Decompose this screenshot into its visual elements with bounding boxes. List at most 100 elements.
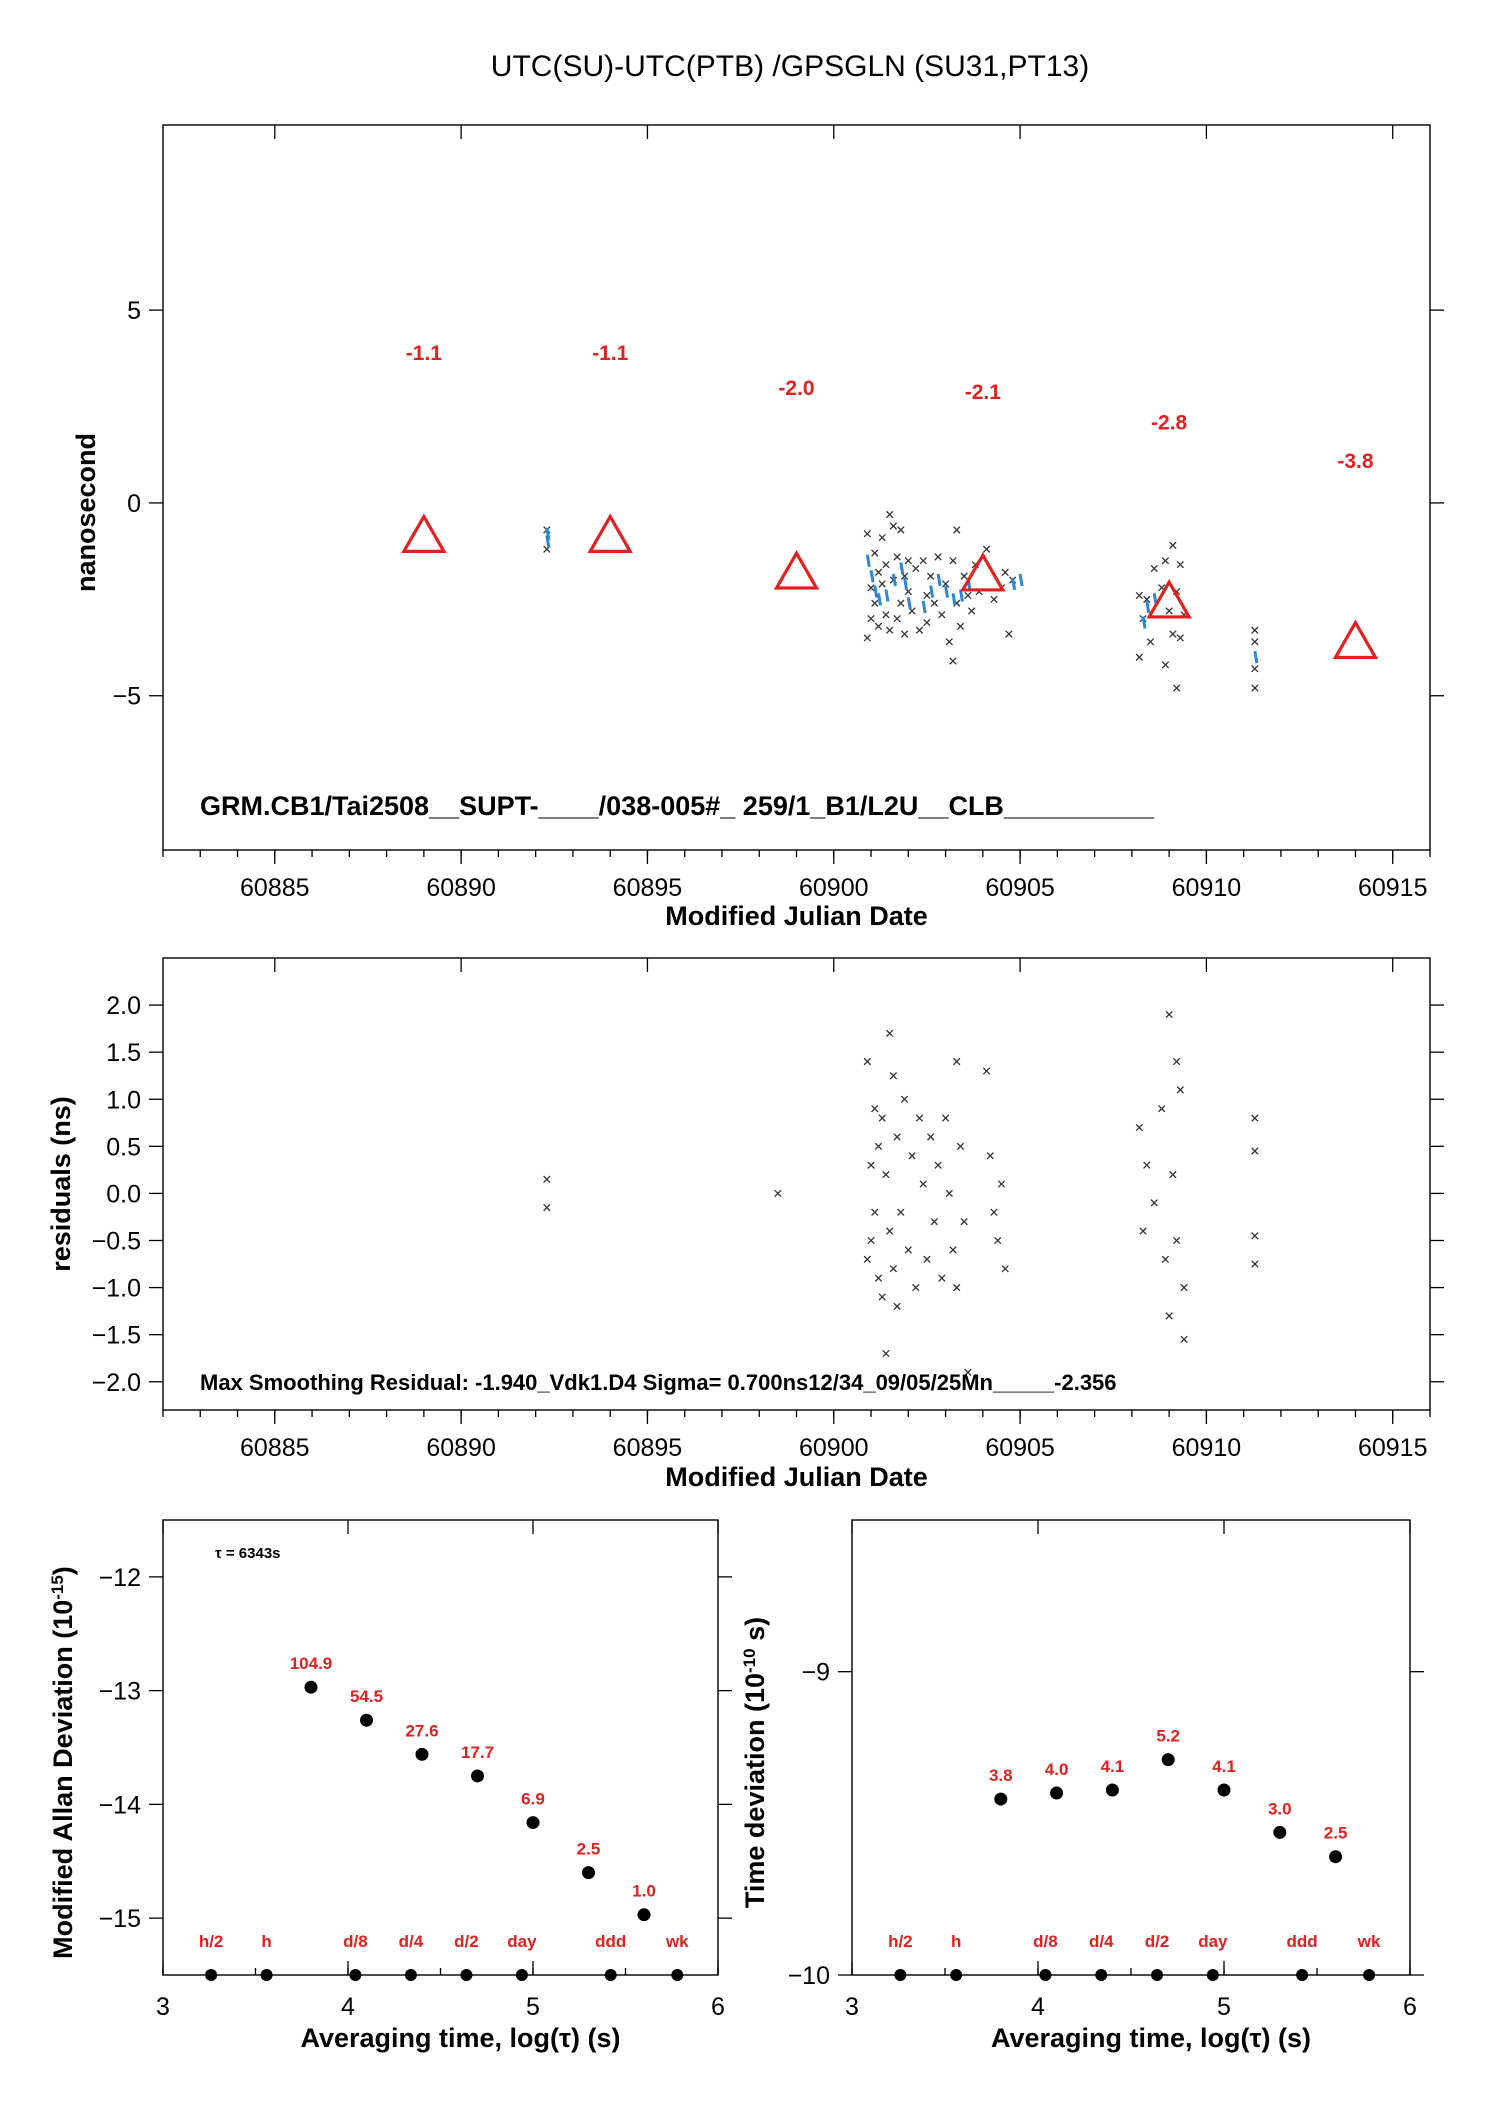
mdev-x-tick-label: 5 [526,1993,540,2021]
tdev-ref-label: h/2 [888,1932,913,1951]
main-data-point [1146,638,1155,646]
main-smoothed-point [1253,650,1259,664]
residual-data-point [878,1293,886,1301]
mdev-ref-marker [349,1969,362,1981]
residual-data-point [956,1142,965,1150]
residual-data-point [997,1180,1006,1188]
tdev-data-point [1161,1753,1175,1767]
mdev-point-label: 17.7 [461,1743,494,1762]
residual-data-point [1172,1236,1181,1245]
mdev-x-tick-label: 3 [156,1993,170,2021]
residual-data-point [1180,1283,1188,1292]
mdev-ref-label: d/2 [454,1932,479,1951]
main-data-point [889,522,898,530]
mdev-y-tick-label: −13 [99,1678,141,1706]
main-x-tick-label: 60890 [426,874,496,902]
triangle-marker [587,513,633,553]
tdev-ref-label: ddd [1287,1932,1318,1951]
residual-data-point [871,1105,879,1113]
residual-data-point [923,1255,931,1263]
res-y-tick-label: 0.0 [106,1180,141,1208]
res-y-tick-label: −2.0 [92,1369,141,1397]
tdev-y-axis-label: Time deviation (10-10 s) [740,1617,771,1908]
main-data-point [923,618,931,627]
residuals-plot: 60885 60890 60895 60900 60905 60910 60915 2.0 1.… [46,957,1444,1492]
residual-data-point [934,1161,942,1169]
residual-data-point [1161,1255,1170,1263]
residual-data-point [915,1114,924,1122]
mdev-x-tick-label: 4 [341,1993,355,2021]
mdev-data-point [526,1816,540,1830]
mdev-plot: 3 4 5 6 −12 −13 −14 −15 Averaging time, log(τ) (… [48,1519,732,2053]
main-x-tick-label: 60900 [799,874,869,902]
residual-data-point [893,1133,901,1141]
main-data-point [1165,607,1173,615]
res-y-tick-label: 2.0 [106,992,141,1020]
tdev-data-point [1217,1783,1231,1797]
tdev-ref-marker [1296,1969,1309,1981]
residual-data-point [1176,1086,1184,1094]
residual-data-point [882,1349,890,1358]
res-x-tick-label: 60885 [240,1434,310,1462]
main-data-point [919,557,927,565]
triangle-value-label: -2.1 [965,381,1002,404]
main-smoothed-point [944,585,950,598]
figure-title: UTC(SU)-UTC(PTB) /GPSGLN (SU31,PT13) [491,50,1089,83]
main-data-point [1169,630,1177,638]
residual-data-point [1165,1312,1173,1320]
tdev-x-tick-label: 3 [845,1993,859,2021]
residual-data-point [889,1072,898,1080]
residual-data-point [949,1246,957,1254]
main-data-point [878,533,886,542]
tau-note: τ = 6343s [215,1545,281,1562]
main-data-point [893,553,901,561]
main-data-point [1169,541,1177,550]
main-data-point [949,557,957,565]
res-x-tick-label: 60910 [1172,1434,1242,1462]
residual-data-point [886,1029,894,1037]
main-smoothed-point [1011,577,1017,591]
residual-data-point [953,1283,961,1292]
tdev-y-tick-label: −10 [788,1962,830,1990]
res-y-tick-label: −0.5 [92,1228,141,1256]
main-data-point [882,611,890,619]
mdev-ref-label: d/8 [343,1932,368,1951]
residual-data-point [900,1095,909,1103]
main-data-point [1176,560,1184,569]
main-data-point [867,584,875,592]
main-smoothed-point [899,562,905,575]
mdev-point-label: 6.9 [521,1790,545,1809]
tdev-ref-marker [1039,1969,1052,1981]
mdev-y-tick-label: −12 [99,1564,141,1592]
res-x-tick-label: 60895 [613,1434,683,1462]
main-data-point [871,549,879,557]
triangle-marker [1146,578,1192,619]
main-data-point [1135,591,1143,600]
main-data-point [934,553,942,561]
mdev-ref-label: d/4 [399,1932,424,1951]
main-smoothed-point [906,596,912,610]
res-x-tick-label: 60890 [426,1434,496,1462]
triangle-marker [960,551,1006,592]
tdev-plot: 3 4 5 6 −9 −10 Averaging time, log(τ) (s) Time … [740,1519,1424,2053]
main-data-point [930,599,939,607]
main-data-point [1251,638,1259,646]
residual-data-point [926,1133,935,1141]
mdev-ref-marker [404,1969,417,1981]
residuals-x-axis-label: Modified Julian Date [665,1462,928,1492]
tdev-data-point [1105,1783,1119,1797]
tdev-ref-label: h [951,1932,961,1951]
residual-data-point [930,1218,939,1226]
main-data-point [953,526,961,534]
main-smoothed-point [891,573,897,587]
tdev-ref-marker [1206,1969,1219,1981]
residual-data-point [882,1170,890,1179]
residual-data-point [543,1203,551,1212]
mdev-data-point [471,1769,484,1783]
mdev-point-label: 54.5 [350,1687,383,1706]
mdev-frame [162,1519,719,1976]
residual-data-point [960,1218,968,1226]
main-data-point [949,657,957,665]
mdev-point-label: 104.9 [290,1654,333,1673]
residual-data-point [1150,1199,1158,1207]
